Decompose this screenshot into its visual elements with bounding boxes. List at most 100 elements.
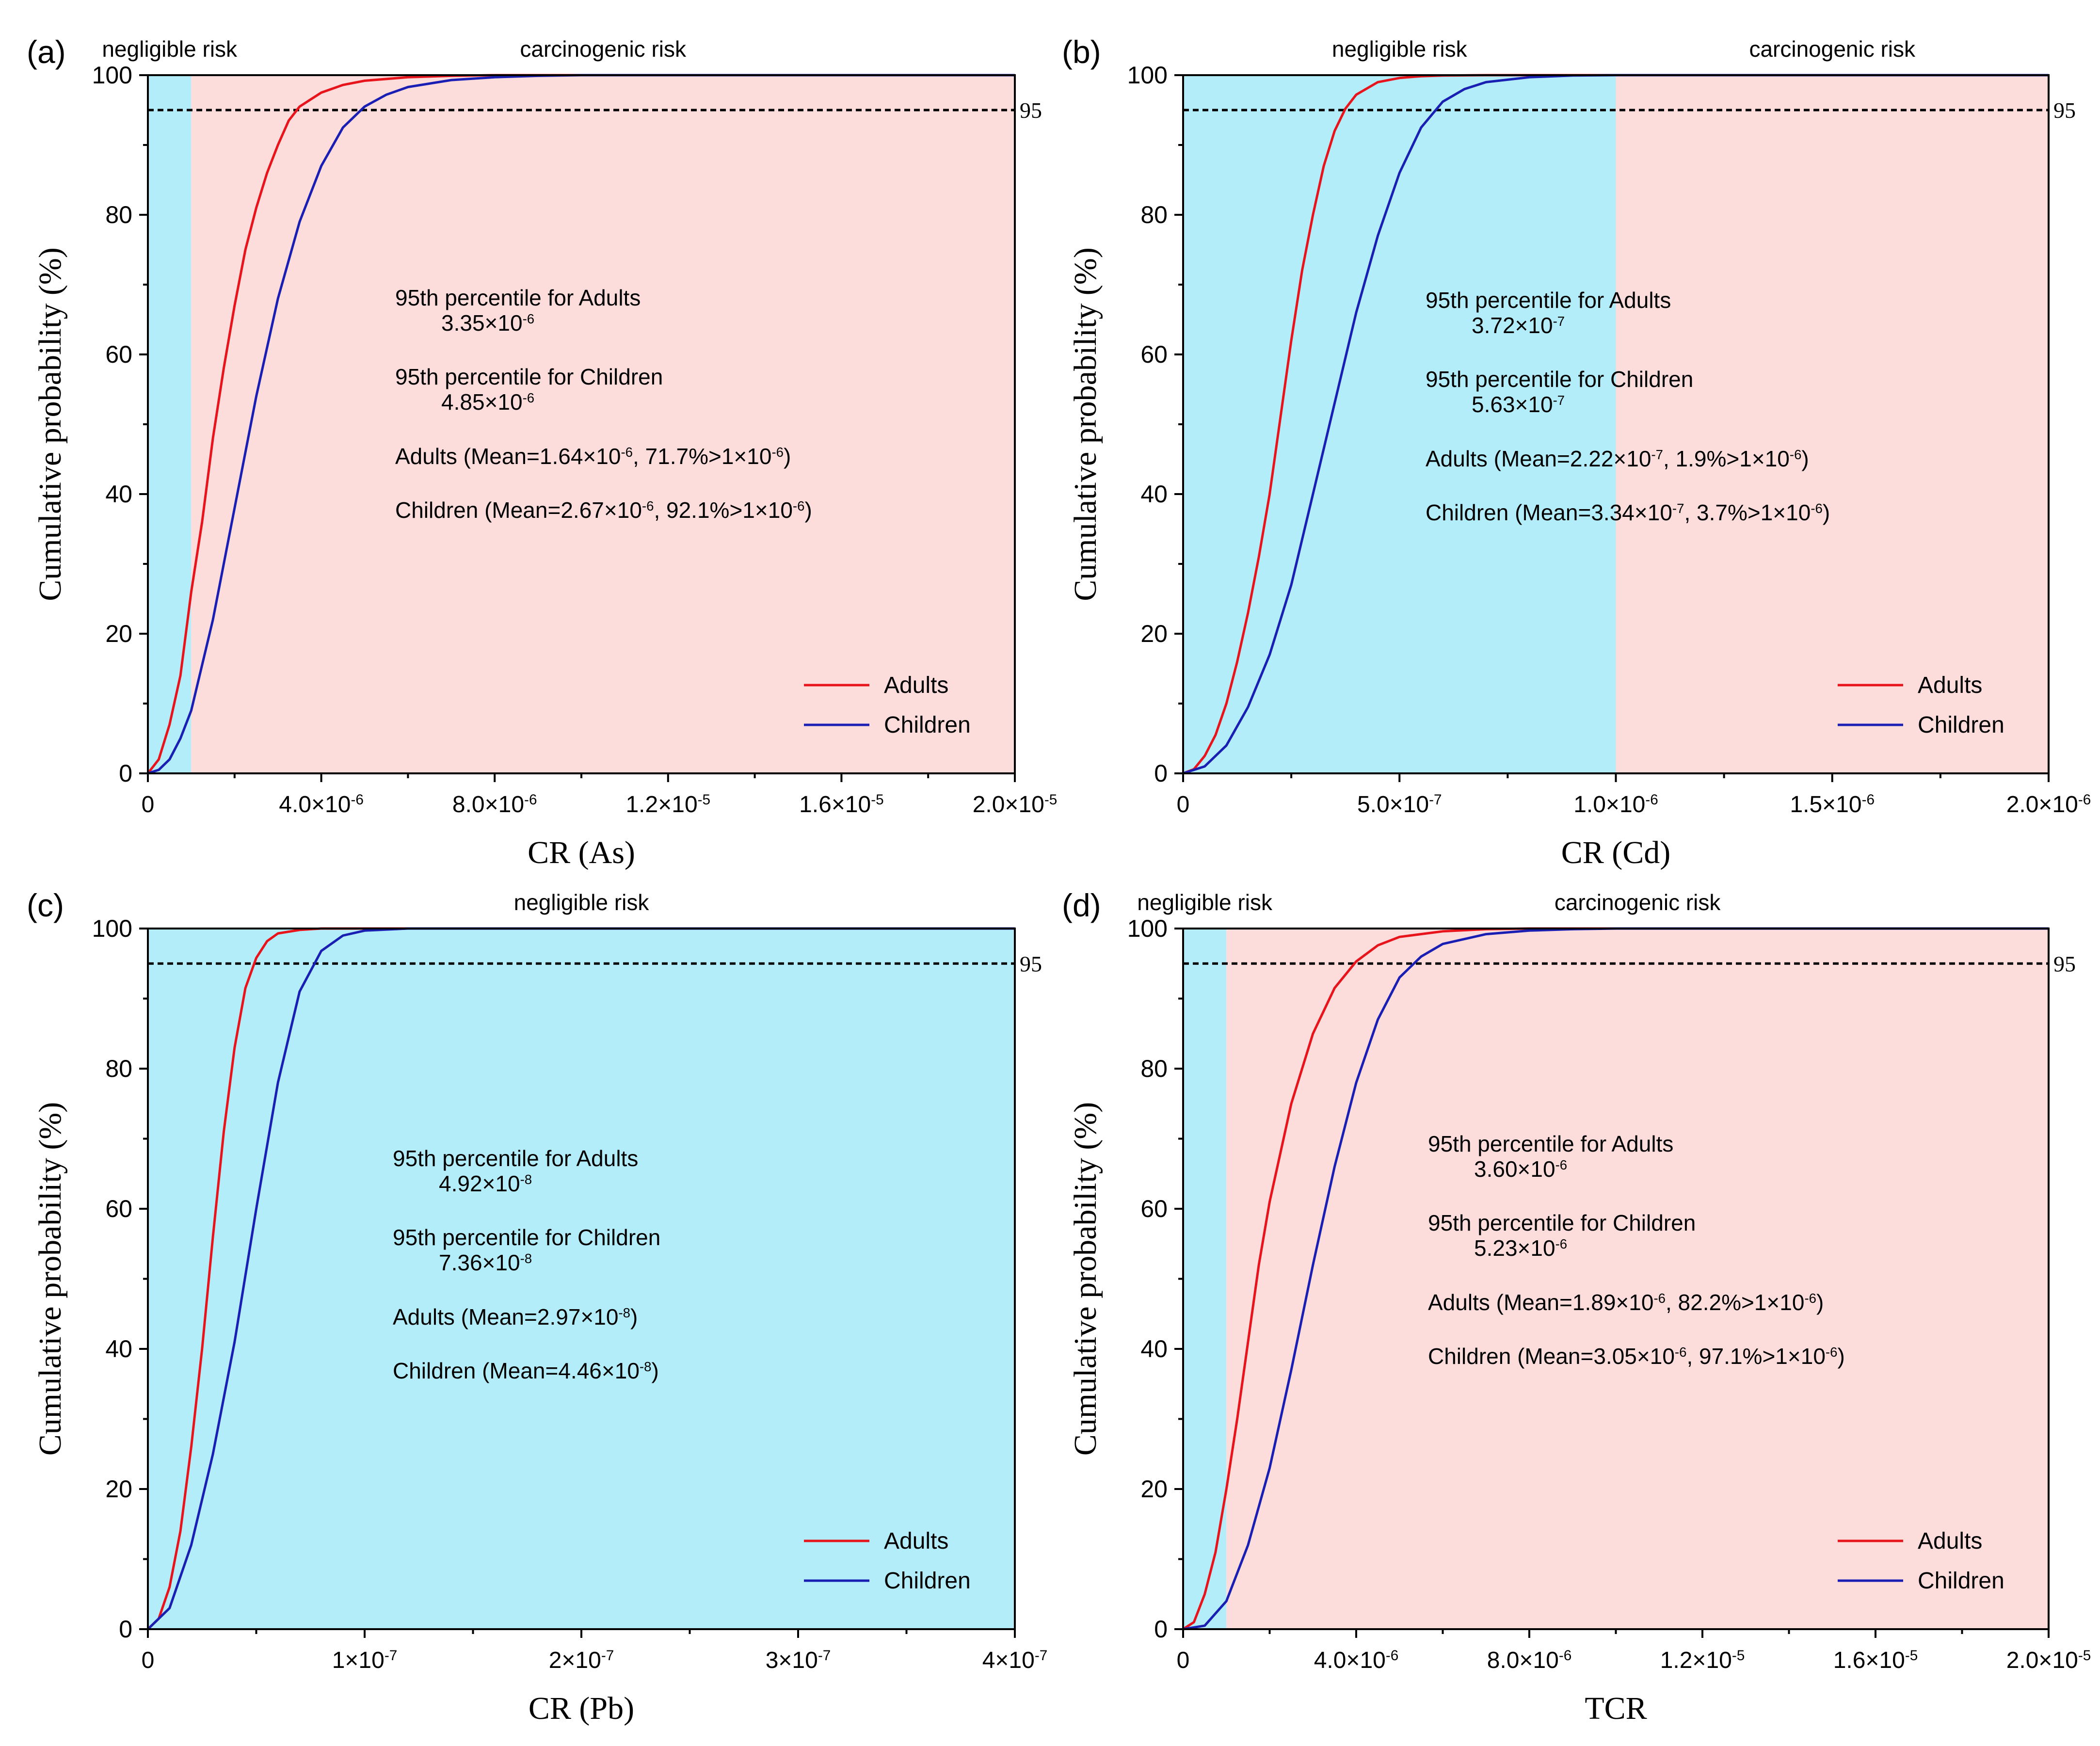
- x-tick-label: 3×10-7: [766, 1648, 831, 1674]
- x-tick-label: 4×10-7: [982, 1648, 1048, 1674]
- y-tick-label: 40: [105, 481, 132, 508]
- legend-label-children: Children: [884, 712, 971, 738]
- legend-label-children: Children: [884, 1568, 971, 1594]
- x-tick-label: 1×10-7: [332, 1648, 398, 1674]
- annotation-text: Children (Mean=2.67×10-6, 92.1%>1×10-6): [395, 497, 812, 523]
- y-tick-label: 100: [92, 915, 132, 942]
- series-line-children: [1183, 74, 2049, 775]
- y-tick-label: 80: [1140, 201, 1168, 228]
- y-axis-label: Cumulative probability (%): [32, 1102, 68, 1456]
- y-tick-label: 20: [1140, 620, 1168, 647]
- y-tick-label: 0: [1154, 760, 1168, 787]
- y-tick-label: 100: [1127, 62, 1168, 89]
- y-axis-label: Cumulative probability (%): [32, 247, 68, 601]
- x-tick-label: 4.0×10-6: [279, 792, 364, 818]
- y-tick-label: 60: [1140, 341, 1168, 368]
- series-line-children: [147, 927, 1015, 1630]
- x-tick-label: 1.6×10-5: [799, 792, 884, 818]
- y-axis-label: Cumulative probability (%): [1068, 247, 1103, 601]
- negligible-region-label: negligible risk: [102, 36, 238, 62]
- series-line-children: [1183, 927, 2049, 1631]
- carcinogenic-region-label: carcinogenic risk: [520, 36, 687, 62]
- x-tick-label: 1.6×10-5: [1833, 1648, 1918, 1674]
- x-axis-label: TCR: [1585, 1691, 1647, 1726]
- y-tick-label: 100: [1127, 915, 1168, 942]
- y-tick-label: 80: [1140, 1055, 1168, 1082]
- annotation-text: Children (Mean=3.34×10-7, 3.7%>1×10-6): [1426, 500, 1830, 525]
- series-line-adults: [1183, 74, 2049, 775]
- negligible-region: [148, 75, 192, 773]
- annotation-text: Adults (Mean=2.22×10-7, 1.9%>1×10-6): [1426, 446, 1809, 471]
- annotation-text: 3.60×10-6: [1474, 1156, 1567, 1182]
- x-tick-label: 8.0×10-6: [452, 792, 537, 818]
- carcinogenic-region: [191, 75, 1015, 773]
- negligible-region: [1183, 929, 1227, 1629]
- annotation-text: Adults (Mean=1.89×10-6, 82.2%>1×10-6): [1428, 1290, 1824, 1315]
- annotation-text: 95th percentile for Children: [1428, 1210, 1696, 1235]
- y-tick-label: 20: [105, 1475, 132, 1503]
- negligible-region-label: negligible risk: [1332, 36, 1468, 62]
- carcinogenic-region: [1616, 75, 2049, 773]
- series-line-adults: [1182, 927, 2049, 1631]
- x-tick-label: 0: [1177, 792, 1190, 817]
- y-tick-label: 0: [1154, 1616, 1168, 1643]
- annotation-text: 7.36×10-8: [439, 1250, 532, 1275]
- annotation-text: 4.92×10-8: [439, 1171, 532, 1196]
- y-tick-label: 60: [105, 1195, 132, 1222]
- panel-b: negligible risk carcinogenic risk 95 0 20 40 6…: [1062, 34, 2091, 870]
- legend-label-children: Children: [1918, 712, 2004, 738]
- legend-label-adults: Adults: [1918, 1528, 1982, 1554]
- legend-label-adults: Adults: [1918, 673, 1982, 698]
- x-tick-label: 1.5×10-6: [1790, 792, 1875, 818]
- y-tick-label: 0: [119, 760, 132, 787]
- annotation-text: 5.23×10-6: [1474, 1235, 1567, 1261]
- annotation-text: Adults (Mean=1.64×10-6, 71.7%>1×10-6): [395, 444, 791, 469]
- annotation-text: Adults (Mean=2.97×10-8): [393, 1304, 638, 1330]
- panel-d: negligible risk carcinogenic risk 95 0 20 40 6…: [1062, 887, 2091, 1726]
- panel-label: (a): [27, 34, 66, 70]
- annotation-text: 95th percentile for Adults: [1426, 288, 1671, 313]
- y-tick-label: 60: [105, 341, 132, 368]
- reference-line-label: 95: [1020, 951, 1042, 976]
- annotation-text: 5.63×10-7: [1472, 392, 1565, 417]
- annotation-text: 95th percentile for Children: [1426, 367, 1693, 392]
- panel-a: negligible risk carcinogenic risk 95 0 20 40 6…: [27, 34, 1057, 870]
- legend-label-children: Children: [1918, 1568, 2004, 1594]
- annotation-text: Children (Mean=4.46×10-8): [393, 1358, 659, 1383]
- x-tick-label: 5.0×10-7: [1357, 792, 1442, 818]
- negligible-region-label: negligible risk: [514, 890, 650, 915]
- y-tick-label: 20: [105, 620, 132, 647]
- y-axis-label: Cumulative probability (%): [1068, 1102, 1103, 1456]
- annotation-text: 95th percentile for Adults: [395, 285, 641, 310]
- y-tick-label: 20: [1140, 1475, 1168, 1503]
- x-tick-label: 4.0×10-6: [1314, 1648, 1399, 1674]
- annotation-text: 95th percentile for Adults: [393, 1146, 638, 1171]
- x-tick-label: 1.2×10-5: [1660, 1648, 1745, 1674]
- panel-label: (b): [1062, 34, 1101, 70]
- panel-c: negligible risk 95 0 20 40 60 80 100 0 1×10-7 2×10…: [27, 887, 1047, 1726]
- carcinogenic-region: [1226, 929, 2049, 1629]
- annotation-text: 95th percentile for Children: [393, 1225, 660, 1250]
- y-tick-label: 80: [105, 201, 132, 228]
- panel-label: (d): [1062, 887, 1101, 923]
- x-tick-label: 8.0×10-6: [1487, 1648, 1572, 1674]
- annotation-text: 95th percentile for Children: [395, 364, 663, 389]
- y-tick-label: 80: [105, 1055, 132, 1082]
- annotation-text: 3.35×10-6: [441, 310, 534, 336]
- y-tick-label: 40: [1140, 1335, 1168, 1362]
- y-tick-label: 40: [105, 1335, 132, 1362]
- x-tick-label: 0: [142, 792, 155, 817]
- annotation-text: 4.85×10-6: [441, 389, 534, 415]
- x-axis-label: CR (Cd): [1561, 835, 1671, 870]
- carcinogenic-region-label: carcinogenic risk: [1555, 890, 1721, 915]
- negligible-region-label: negligible risk: [1137, 890, 1273, 915]
- x-tick-label: 0: [142, 1648, 155, 1673]
- y-tick-label: 60: [1140, 1195, 1168, 1222]
- negligible-region: [1183, 75, 1616, 773]
- reference-line-label: 95: [1020, 98, 1042, 123]
- x-tick-label: 2.0×10-5: [973, 792, 1058, 818]
- x-tick-label: 0: [1177, 1648, 1190, 1673]
- series-line-children: [147, 74, 1015, 775]
- x-tick-label: 2×10-7: [549, 1648, 614, 1674]
